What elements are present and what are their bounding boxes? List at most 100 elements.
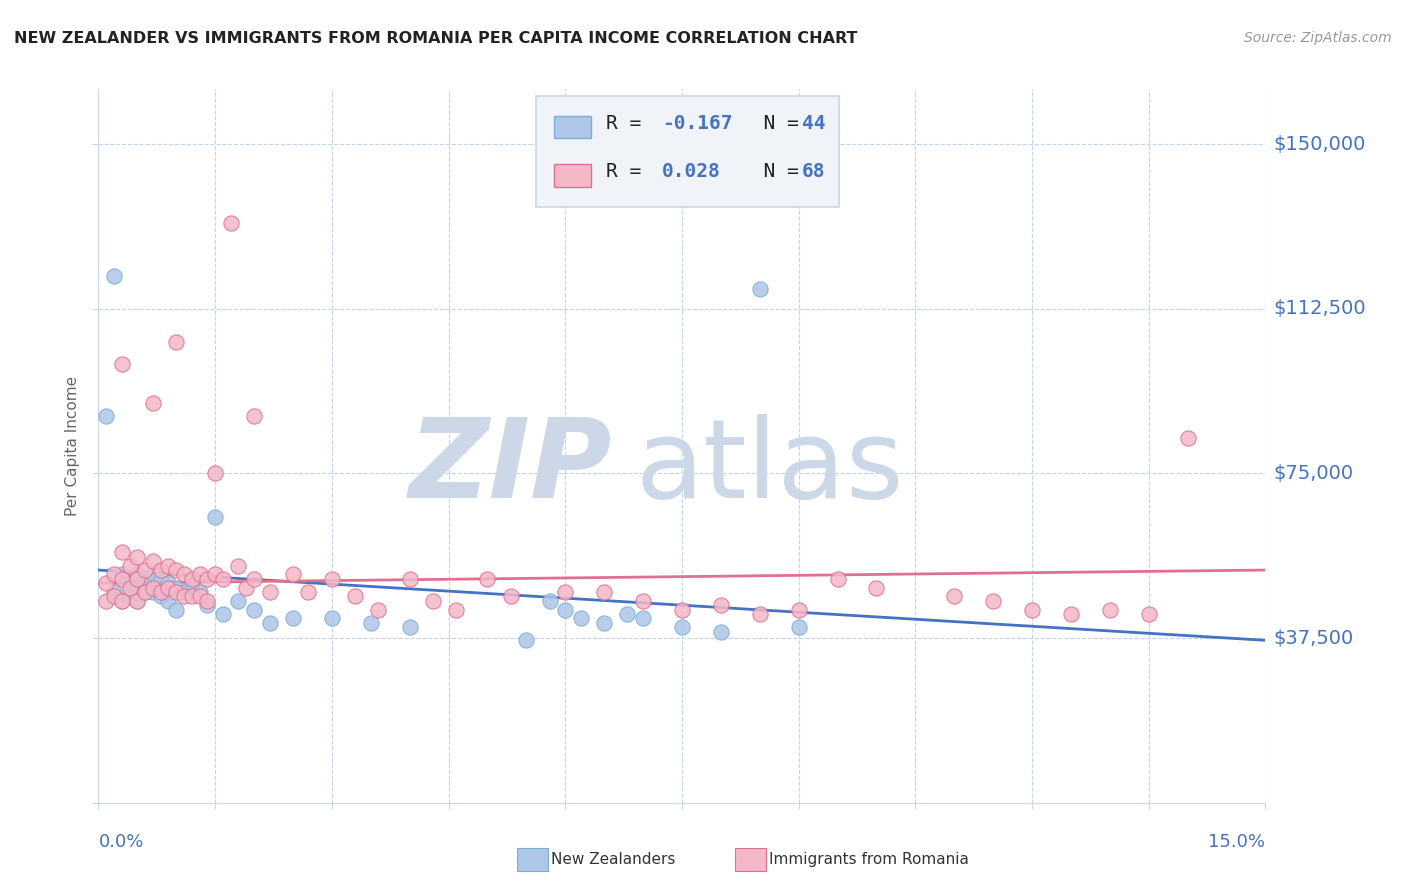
Point (321, 572, 343, 586)
Point (134, 572, 156, 586)
Point (943, 590, 966, 604)
Point (134, 563, 156, 577)
Point (204, 567, 226, 582)
Text: Source: ZipAtlas.com: Source: ZipAtlas.com (1244, 31, 1392, 45)
Point (157, 576, 180, 591)
Text: ZIP: ZIP (408, 414, 612, 521)
Text: R =: R = (606, 162, 652, 181)
Point (127, 567, 149, 582)
Point (142, 581, 165, 595)
Point (1021, 602, 1043, 616)
Point (748, 282, 770, 296)
Point (180, 576, 202, 591)
Point (787, 620, 810, 634)
Text: N =: N = (741, 162, 811, 181)
Point (569, 611, 592, 625)
Point (118, 581, 141, 595)
Point (103, 567, 125, 582)
Point (538, 594, 561, 608)
Point (173, 585, 195, 599)
Point (1098, 602, 1121, 616)
Point (127, 594, 149, 608)
Text: 68: 68 (801, 162, 825, 181)
Point (127, 549, 149, 564)
Text: $112,500: $112,500 (1274, 300, 1367, 318)
Point (865, 581, 887, 595)
Point (188, 567, 211, 582)
Point (195, 594, 218, 608)
Point (111, 594, 134, 608)
Point (111, 594, 134, 608)
Point (142, 396, 165, 410)
Text: -0.167: -0.167 (662, 114, 733, 133)
Point (149, 572, 172, 586)
Text: NEW ZEALANDER VS IMMIGRANTS FROM ROMANIA PER CAPITA INCOME CORRELATION CHART: NEW ZEALANDER VS IMMIGRANTS FROM ROMANIA… (14, 31, 858, 46)
Point (127, 581, 149, 595)
Point (281, 567, 304, 582)
Point (422, 594, 444, 608)
Point (981, 594, 1004, 608)
Point (235, 581, 257, 595)
Text: 44: 44 (801, 114, 825, 133)
Point (157, 581, 180, 595)
Point (195, 598, 218, 612)
Point (127, 572, 149, 586)
Point (173, 590, 195, 604)
Point (593, 585, 616, 599)
FancyBboxPatch shape (554, 116, 591, 138)
Point (103, 590, 125, 604)
Point (344, 590, 367, 604)
Point (593, 615, 616, 630)
Point (165, 334, 187, 349)
Point (228, 558, 250, 573)
Point (165, 563, 187, 577)
Point (111, 357, 134, 371)
Point (219, 216, 242, 230)
Y-axis label: Per Capita Income: Per Capita Income (65, 376, 80, 516)
Point (204, 467, 226, 481)
Point (398, 620, 420, 634)
Point (118, 576, 141, 591)
Point (228, 594, 250, 608)
Point (180, 572, 202, 586)
Point (367, 602, 389, 616)
Point (149, 590, 172, 604)
Text: atlas: atlas (636, 414, 904, 521)
Point (165, 602, 187, 616)
Point (165, 581, 187, 595)
Point (631, 594, 654, 608)
Point (243, 409, 266, 424)
Point (259, 615, 281, 630)
Point (111, 567, 134, 582)
Text: 0.0%: 0.0% (98, 833, 143, 851)
Point (477, 572, 499, 586)
Point (212, 572, 235, 586)
Text: R =: R = (606, 114, 652, 133)
Point (281, 611, 304, 625)
Point (103, 585, 125, 599)
Point (142, 567, 165, 582)
Point (360, 615, 382, 630)
Point (515, 633, 537, 648)
Point (1177, 431, 1199, 445)
Point (554, 602, 576, 616)
Text: N =: N = (741, 114, 811, 133)
Point (149, 585, 172, 599)
Text: 0.028: 0.028 (662, 162, 721, 181)
Point (127, 594, 149, 608)
Point (446, 602, 468, 616)
Point (96, 576, 118, 591)
Point (243, 602, 266, 616)
Point (710, 624, 733, 639)
Point (157, 558, 180, 573)
Point (165, 585, 187, 599)
Point (142, 554, 165, 568)
Text: $150,000: $150,000 (1274, 135, 1367, 153)
Text: $75,000: $75,000 (1274, 464, 1354, 483)
Point (554, 585, 576, 599)
Point (118, 590, 141, 604)
Point (321, 611, 343, 625)
Text: New Zealanders: New Zealanders (551, 853, 675, 867)
Point (243, 572, 266, 586)
Point (188, 585, 211, 599)
